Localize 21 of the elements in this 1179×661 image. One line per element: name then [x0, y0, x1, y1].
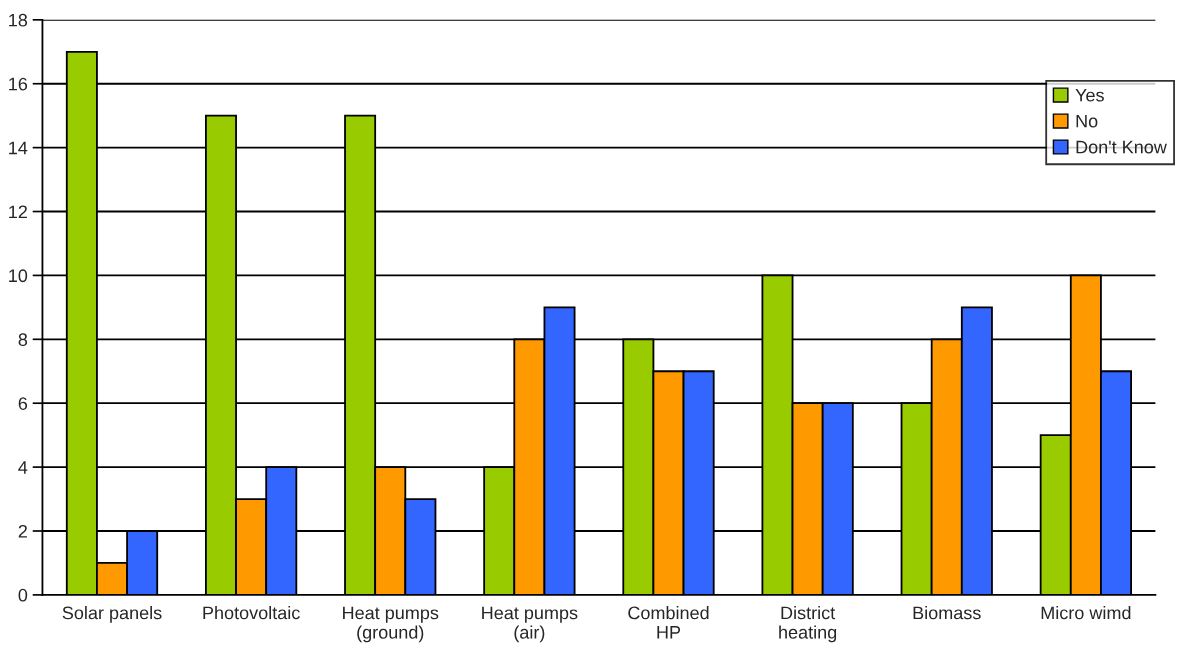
x-tick-label: Heat pumps (air): [482, 606, 578, 643]
y-tick-label: 14: [9, 141, 28, 155]
y-tick-label: 12: [9, 205, 27, 219]
y-tick-label: 16: [9, 77, 28, 91]
y-tick-label: 18: [9, 13, 28, 27]
legend-label: No: [1076, 114, 1098, 128]
x-tick-label: Biomass: [913, 606, 981, 620]
legend-label: Don't Know: [1076, 140, 1167, 154]
x-tick-label: Micro wimd: [1041, 606, 1131, 620]
y-tick-label: 4: [18, 461, 28, 474]
y-tick-label: 0: [18, 588, 28, 602]
y-tick-label: 2: [18, 524, 27, 538]
x-tick-label: Solar panels: [62, 606, 162, 623]
x-tick-label: Combined HP: [628, 606, 709, 639]
y-tick-label: 10: [9, 269, 28, 283]
legend-label: Yes: [1075, 88, 1104, 102]
x-tick-label: Heat pumps (ground): [343, 606, 439, 643]
y-tick-label: 8: [18, 333, 28, 347]
x-tick-label: District heating: [779, 606, 837, 643]
y-tick-label: 6: [18, 397, 28, 410]
x-tick-label: Photovoltaic: [203, 606, 300, 620]
